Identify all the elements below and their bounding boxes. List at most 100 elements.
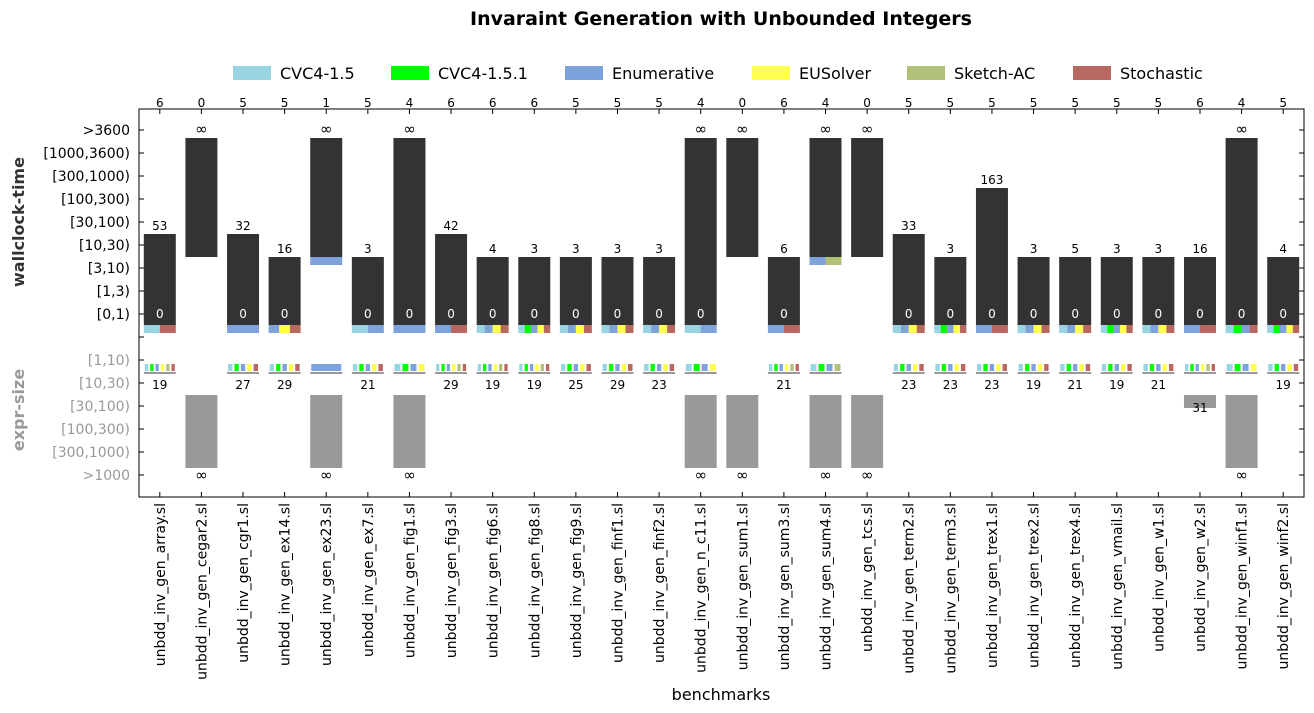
solved-count-label: 4 xyxy=(697,96,705,110)
time-solver-swatch xyxy=(975,325,992,333)
size-min-label: 23 xyxy=(943,378,958,392)
time-bar xyxy=(1183,257,1216,325)
time-solver-swatch xyxy=(289,325,301,333)
time-bar xyxy=(476,257,509,325)
solved-count-label: 5 xyxy=(239,96,247,110)
size-solver-swatch xyxy=(1024,364,1030,371)
size-solver-swatch xyxy=(1293,364,1299,371)
time-solver-swatch xyxy=(1183,325,1200,333)
size-solver-swatch xyxy=(1037,364,1043,371)
time-max-label: 32 xyxy=(235,219,250,233)
size-bar xyxy=(310,395,343,468)
time-bar xyxy=(684,138,717,325)
solved-count-label: 6 xyxy=(780,96,788,110)
size-solver-baseline xyxy=(975,372,1008,374)
time-bar xyxy=(143,234,176,325)
size-solver-swatch xyxy=(144,364,149,371)
size-solver-swatch xyxy=(1031,364,1036,371)
size-bar xyxy=(851,395,884,468)
size-solver-swatch xyxy=(628,364,633,371)
solved-count-label: 5 xyxy=(1030,96,1038,110)
time-solver-swatch xyxy=(684,325,701,333)
size-solver-swatch xyxy=(457,364,461,371)
size-solver-swatch xyxy=(1211,364,1215,371)
solved-count-label: 5 xyxy=(1071,96,1079,110)
y-tick-label-time: [100,300) xyxy=(61,192,130,208)
time-solver-swatch xyxy=(537,325,544,333)
time-max-label: ∞ xyxy=(403,120,416,138)
size-solver-baseline xyxy=(1183,372,1216,374)
size-solver-swatch xyxy=(504,364,508,371)
benchmark-label: unbdd_inv_gen_ex23.sl xyxy=(319,503,335,666)
size-min-label: 23 xyxy=(859,378,874,392)
time-max-label: ∞ xyxy=(320,120,333,138)
time-min-label: 0 xyxy=(1113,307,1121,321)
time-solver-swatch xyxy=(1279,325,1287,333)
time-solver-swatch xyxy=(659,325,668,333)
time-min-label: 0 xyxy=(406,307,414,321)
time-bar xyxy=(892,234,925,325)
size-solver-swatch xyxy=(1002,364,1007,371)
size-solver-swatch xyxy=(693,364,700,371)
time-solver-swatch xyxy=(1041,325,1050,333)
time-bar xyxy=(310,138,343,257)
size-solver-swatch xyxy=(650,364,655,371)
time-solver-swatch xyxy=(1033,325,1042,333)
legend-label: Stochastic xyxy=(1120,64,1203,83)
time-bar xyxy=(1059,257,1092,325)
time-solver-swatch xyxy=(1292,325,1300,333)
time-solver-swatch xyxy=(575,325,584,333)
size-solver-swatch xyxy=(402,364,409,371)
size-solver-baseline xyxy=(1059,372,1092,374)
time-solver-swatch xyxy=(1150,325,1159,333)
size-bar xyxy=(1183,395,1216,408)
time-solver-swatch xyxy=(559,325,568,333)
time-bar xyxy=(851,138,884,257)
benchmark-label: unbdd_inv_gen_winf2.sl xyxy=(1276,503,1292,670)
time-min-label: 0 xyxy=(1155,307,1163,321)
size-solver-swatch xyxy=(580,364,585,371)
time-max-label: 3 xyxy=(530,242,538,256)
time-solver-swatch xyxy=(609,325,618,333)
size-solver-baseline xyxy=(1267,372,1300,374)
benchmark-label: unbdd_inv_gen_w2.sl xyxy=(1193,503,1209,652)
time-solver-swatch xyxy=(953,325,960,333)
time-solver-swatch xyxy=(1075,325,1084,333)
size-solver-swatch xyxy=(701,364,708,371)
time-bar xyxy=(1100,257,1133,325)
time-solver-swatch xyxy=(143,325,160,333)
time-solver-swatch xyxy=(567,325,576,333)
benchmark-label: unbdd_inv_gen_term3.sl xyxy=(943,503,959,674)
time-solver-swatch xyxy=(159,325,176,333)
size-solver-swatch xyxy=(228,364,233,371)
size-solver-swatch xyxy=(608,364,614,371)
time-min-label: 0 xyxy=(364,307,372,321)
size-solver-swatch xyxy=(295,364,300,371)
time-bar xyxy=(518,257,551,325)
size-solver-swatch xyxy=(779,364,783,371)
time-bar xyxy=(435,234,468,325)
time-solver-swatch xyxy=(1025,325,1034,333)
size-min-label: 23 xyxy=(735,378,750,392)
time-max-label: 163 xyxy=(980,173,1003,187)
benchmark-label: unbdd_inv_gen_term2.sl xyxy=(902,503,918,674)
size-solver-swatch xyxy=(535,364,539,371)
size-solver-swatch xyxy=(1120,364,1126,371)
size-solver-swatch xyxy=(493,364,497,371)
time-min-label: 0 xyxy=(988,307,996,321)
size-min-label: 19 xyxy=(1276,378,1291,392)
y-tick-label-time: [1,3) xyxy=(97,284,130,300)
time-solver-swatch xyxy=(1199,325,1216,333)
time-solver-swatch xyxy=(916,325,925,333)
time-solver-swatch xyxy=(617,325,626,333)
size-solver-swatch xyxy=(359,364,364,371)
size-min-label: 29 xyxy=(443,378,458,392)
time-solver-swatch xyxy=(700,325,717,333)
size-solver-baseline xyxy=(476,372,509,374)
size-solver-swatch xyxy=(352,364,358,371)
size-solver-swatch xyxy=(1072,364,1078,371)
size-solver-swatch xyxy=(1162,364,1167,371)
size-max-label: ∞ xyxy=(195,466,208,484)
time-max-label: 53 xyxy=(152,219,167,233)
